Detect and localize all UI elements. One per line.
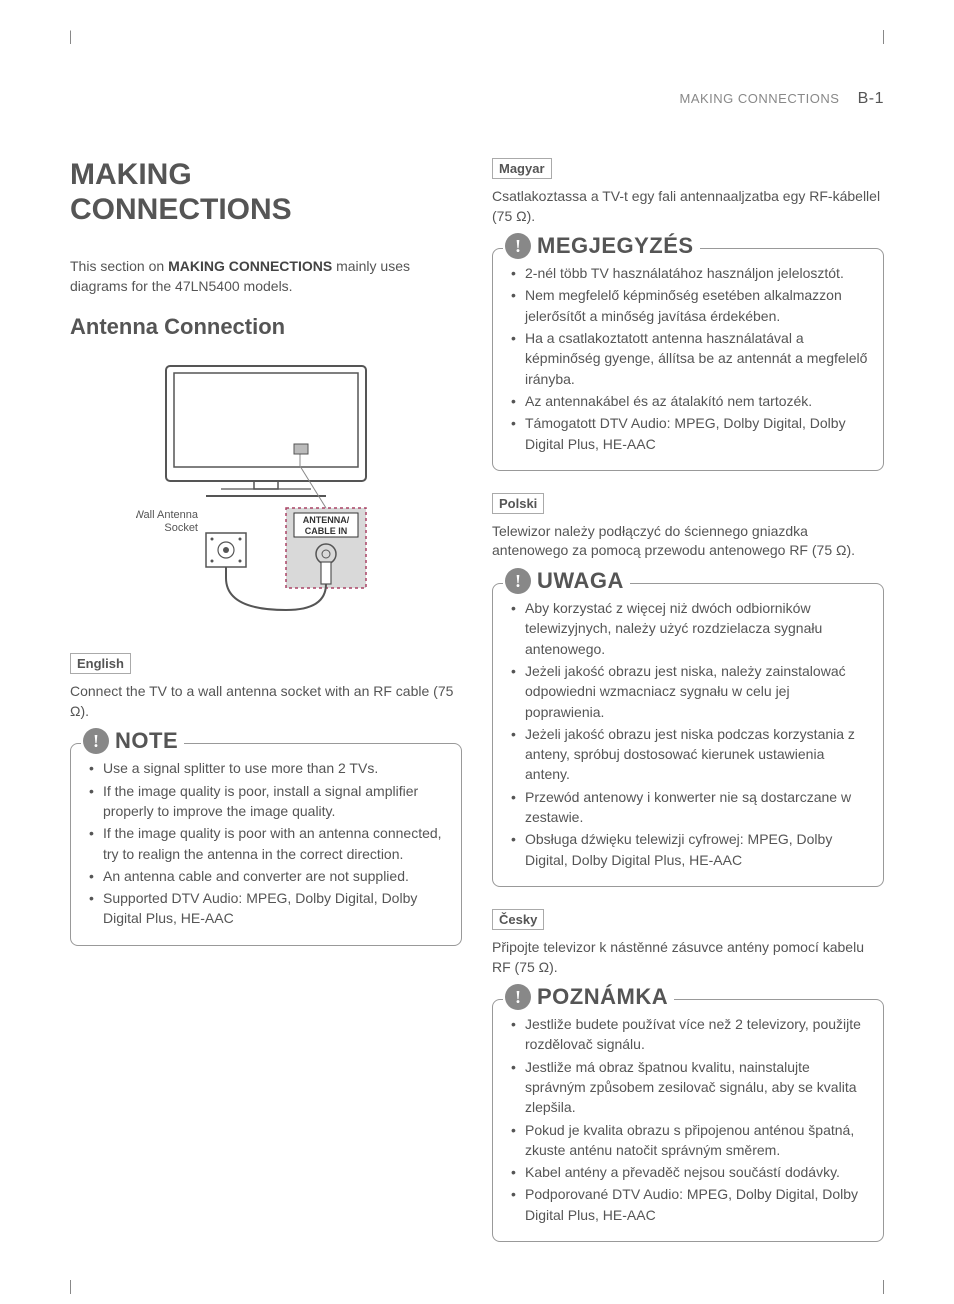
- page-title: MAKING CONNECTIONS: [70, 158, 462, 227]
- port-label-1: ANTENNA/: [303, 515, 350, 525]
- note-item: Obsługa dźwięku telewizji cyfrowej: MPEG…: [511, 829, 869, 870]
- lang-polski: Polski Telewizor należy podłączyć do ści…: [492, 493, 884, 887]
- note-item: If the image quality is poor with an ant…: [89, 823, 447, 864]
- page-number: B-1: [858, 90, 884, 107]
- note-item: Jeżeli jakość obrazu jest niska, należy …: [511, 661, 869, 722]
- note-list-magyar: 2-nél több TV használatához használjon j…: [511, 263, 869, 454]
- lang-label-magyar: Magyar: [492, 158, 552, 179]
- note-title-cesky: POZNÁMKA: [537, 984, 668, 1010]
- info-icon: !: [505, 984, 531, 1010]
- note-item: Jestliže budete používat více než 2 tele…: [511, 1014, 869, 1055]
- crop-mark: [870, 30, 884, 44]
- note-box-magyar: ! MEGJEGYZÉS 2-nél több TV használatához…: [492, 248, 884, 471]
- note-item: Pokud je kvalita obrazu s připojenou ant…: [511, 1120, 869, 1161]
- note-header: ! UWAGA: [503, 568, 630, 594]
- note-list-polski: Aby korzystać z więcej niż dwóch odbiorn…: [511, 598, 869, 870]
- lang-english: English Connect the TV to a wall antenna…: [70, 653, 462, 946]
- note-list-cesky: Jestliže budete používat více než 2 tele…: [511, 1014, 869, 1225]
- lang-text-magyar: Csatlakoztassa a TV-t egy fali antennaal…: [492, 187, 884, 226]
- section-heading: Antenna Connection: [70, 314, 462, 340]
- note-item: Az antennakábel és az átalakító nem tart…: [511, 391, 869, 411]
- note-header: ! POZNÁMKA: [503, 984, 674, 1010]
- note-item: 2-nél több TV használatához használjon j…: [511, 263, 869, 283]
- intro-prefix: This section on: [70, 258, 168, 274]
- intro-bold: MAKING CONNECTIONS: [168, 258, 332, 274]
- note-item: An antenna cable and converter are not s…: [89, 866, 447, 886]
- title-line2: CONNECTIONS: [70, 193, 292, 226]
- lang-label-polski: Polski: [492, 493, 544, 514]
- note-item: Jeżeli jakość obrazu jest niska podczas …: [511, 724, 869, 785]
- note-list-english: Use a signal splitter to use more than 2…: [89, 758, 447, 928]
- lang-magyar: Magyar Csatlakoztassa a TV-t egy fali an…: [492, 158, 884, 471]
- note-box-cesky: ! POZNÁMKA Jestliže budete používat více…: [492, 999, 884, 1242]
- lang-label-english: English: [70, 653, 131, 674]
- note-item: Aby korzystać z więcej niż dwóch odbiorn…: [511, 598, 869, 659]
- note-item: If the image quality is poor, install a …: [89, 781, 447, 822]
- left-column: MAKING CONNECTIONS This section on MAKIN…: [70, 158, 462, 1264]
- note-box-polski: ! UWAGA Aby korzystać z więcej niż dwóch…: [492, 583, 884, 887]
- info-icon: !: [83, 728, 109, 754]
- note-item: Támogatott DTV Audio: MPEG, Dolby Digita…: [511, 413, 869, 454]
- note-box-english: ! NOTE Use a signal splitter to use more…: [70, 743, 462, 945]
- crop-mark: [70, 1280, 84, 1294]
- note-item: Use a signal splitter to use more than 2…: [89, 758, 447, 778]
- note-header: ! MEGJEGYZÉS: [503, 233, 700, 259]
- page: MAKING CONNECTIONS B-1 MAKING CONNECTION…: [0, 0, 954, 1304]
- lang-label-cesky: Česky: [492, 909, 544, 930]
- antenna-diagram: ANTENNA/ CABLE IN: [136, 358, 396, 623]
- lang-text-polski: Telewizor należy podłączyć do ściennego …: [492, 522, 884, 561]
- title-line1: MAKING: [70, 158, 192, 191]
- note-title-magyar: MEGJEGYZÉS: [537, 233, 694, 259]
- svg-text:Socket: Socket: [164, 522, 198, 534]
- note-item: Kabel antény a převaděč nejsou součástí …: [511, 1162, 869, 1182]
- note-title-english: NOTE: [115, 728, 178, 754]
- info-icon: !: [505, 233, 531, 259]
- right-column: Magyar Csatlakoztassa a TV-t egy fali an…: [492, 158, 884, 1264]
- port-label-2: CABLE IN: [305, 526, 348, 536]
- note-header: ! NOTE: [81, 728, 184, 754]
- info-icon: !: [505, 568, 531, 594]
- crop-mark: [70, 30, 84, 44]
- intro-text: This section on MAKING CONNECTIONS mainl…: [70, 257, 462, 296]
- note-item: Przewód antenowy i konwerter nie są dost…: [511, 787, 869, 828]
- note-item: Supported DTV Audio: MPEG, Dolby Digital…: [89, 888, 447, 929]
- lang-text-english: Connect the TV to a wall antenna socket …: [70, 682, 462, 721]
- lang-text-cesky: Připojte televizor k nástěnné zásuvce an…: [492, 938, 884, 977]
- note-item: Jestliže má obraz špatnou kvalitu, nains…: [511, 1057, 869, 1118]
- note-item: Ha a csatlakoztatott antenna használatáv…: [511, 328, 869, 389]
- content-columns: MAKING CONNECTIONS This section on MAKIN…: [70, 158, 884, 1264]
- note-title-polski: UWAGA: [537, 568, 624, 594]
- running-head-text: MAKING CONNECTIONS: [680, 91, 840, 106]
- svg-text:Wall Antenna: Wall Antenna: [136, 509, 199, 521]
- running-head: MAKING CONNECTIONS B-1: [70, 90, 884, 108]
- note-item: Podporované DTV Audio: MPEG, Dolby Digit…: [511, 1184, 869, 1225]
- note-item: Nem megfelelő képminőség esetében alkalm…: [511, 285, 869, 326]
- crop-mark: [870, 1280, 884, 1294]
- lang-cesky: Česky Připojte televizor k nástěnné zásu…: [492, 909, 884, 1242]
